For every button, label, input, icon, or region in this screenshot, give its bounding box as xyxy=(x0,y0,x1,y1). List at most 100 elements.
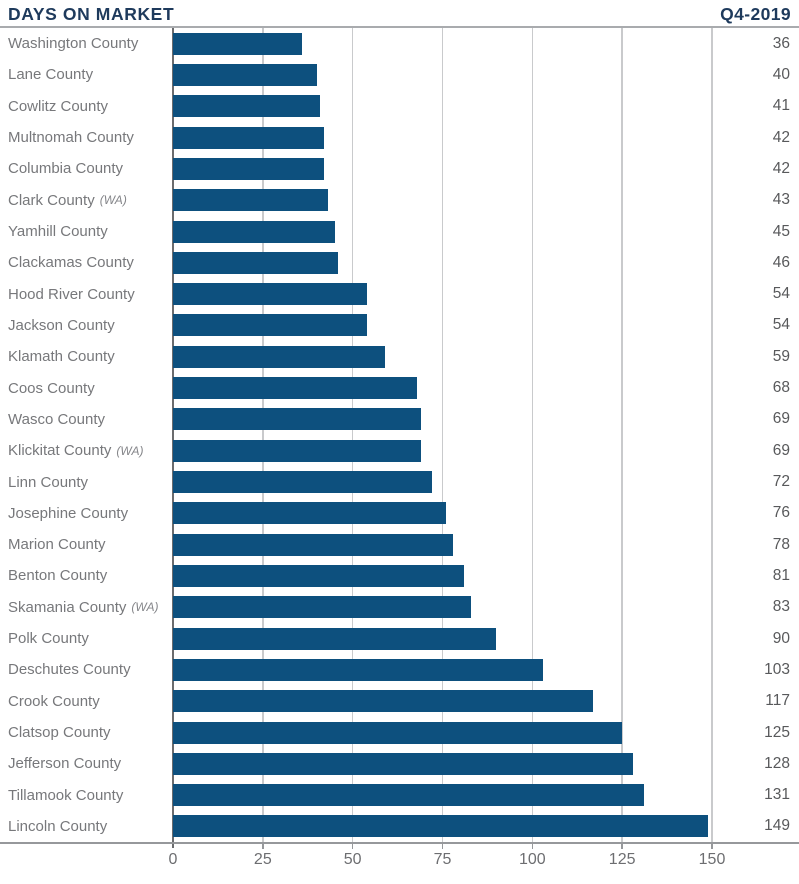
x-axis-tick-label: 50 xyxy=(343,851,362,868)
county-name: Jefferson County xyxy=(8,755,122,773)
bar xyxy=(173,439,421,462)
value-label: 81 xyxy=(772,566,790,584)
bar xyxy=(173,784,644,807)
value-label: 69 xyxy=(772,441,790,459)
bar-row: Coos County 68 xyxy=(0,372,799,403)
county-name: Multnomah County xyxy=(8,129,134,147)
header-divider xyxy=(0,26,799,28)
bar xyxy=(173,63,317,86)
bar-row: Multnomah County 42 xyxy=(0,122,799,153)
county-name: Deschutes County xyxy=(8,661,131,679)
bar xyxy=(173,220,335,243)
bar xyxy=(173,126,324,149)
bar-row: Jefferson County 128 xyxy=(0,748,799,779)
county-label: Skamania County (WA) xyxy=(8,592,159,623)
bar-row: Lincoln County 149 xyxy=(0,811,799,842)
county-label: Yamhill County xyxy=(8,216,108,247)
county-label: Wasco County xyxy=(8,404,105,435)
county-label: Columbia County xyxy=(8,153,123,184)
gridline xyxy=(351,28,354,842)
bar xyxy=(173,533,454,556)
x-axis-line xyxy=(0,842,799,844)
bar xyxy=(173,471,432,494)
value-label: 45 xyxy=(772,222,790,240)
county-name: Washington County xyxy=(8,35,139,53)
bar-row: Clatsop County 125 xyxy=(0,717,799,748)
bar-row: Clackamas County 46 xyxy=(0,247,799,278)
county-label: Lincoln County xyxy=(8,811,107,842)
value-label: 46 xyxy=(772,253,790,271)
county-name: Josephine County xyxy=(8,504,129,522)
x-axis-tick xyxy=(262,842,264,849)
county-label: Josephine County xyxy=(8,498,128,529)
bar-row: Benton County 81 xyxy=(0,560,799,591)
bar-row: Crook County 117 xyxy=(0,686,799,717)
value-label: 131 xyxy=(764,786,790,804)
county-label: Klickitat County (WA) xyxy=(8,435,143,466)
bar-row: Marion County 78 xyxy=(0,529,799,560)
county-name: Linn County xyxy=(8,473,89,491)
value-label: 149 xyxy=(764,817,790,835)
county-label: Multnomah County xyxy=(8,122,134,153)
bar xyxy=(173,32,303,55)
county-name: Coos County xyxy=(8,379,95,397)
value-label: 54 xyxy=(772,316,790,334)
county-name: Klamath County xyxy=(8,348,115,366)
bar-row: Wasco County 69 xyxy=(0,404,799,435)
value-label: 78 xyxy=(772,535,790,553)
bar-row: Columbia County 42 xyxy=(0,153,799,184)
bar xyxy=(173,377,418,400)
bar-row: Deschutes County 103 xyxy=(0,654,799,685)
bar xyxy=(173,157,324,180)
county-name: Benton County xyxy=(8,567,108,585)
x-axis-tick xyxy=(531,842,534,849)
county-name: Columbia County xyxy=(8,160,124,178)
county-name: Marion County xyxy=(8,536,106,554)
bar xyxy=(173,627,497,650)
x-axis-tick xyxy=(351,842,354,849)
county-label: Crook County xyxy=(8,686,100,717)
bar-row: Klickitat County (WA) 69 xyxy=(0,435,799,466)
bar-row: Polk County 90 xyxy=(0,623,799,654)
county-name: Klickitat County xyxy=(8,442,112,460)
county-name: Yamhill County xyxy=(8,223,108,241)
bar xyxy=(173,283,368,306)
county-label: Linn County xyxy=(8,466,88,497)
bar xyxy=(173,658,544,681)
county-label: Coos County xyxy=(8,372,95,403)
county-label: Tillamook County xyxy=(8,780,123,811)
bar-row: Lane County 40 xyxy=(0,59,799,90)
gridline xyxy=(711,28,713,842)
county-label: Cowlitz County xyxy=(8,91,108,122)
bar xyxy=(173,314,368,337)
bar-row: Cowlitz County 41 xyxy=(0,91,799,122)
bar xyxy=(173,564,465,587)
county-name: Cowlitz County xyxy=(8,97,109,115)
bar xyxy=(173,251,339,274)
gridline xyxy=(441,28,444,842)
bar xyxy=(173,345,385,368)
county-name: Jackson County xyxy=(8,316,115,334)
county-name: Hood River County xyxy=(8,285,135,303)
bar-row: Hood River County 54 xyxy=(0,279,799,310)
state-suffix: (WA) xyxy=(131,600,159,615)
bar-row: Jackson County 54 xyxy=(0,310,799,341)
value-label: 117 xyxy=(765,692,790,710)
bar-row: Josephine County 76 xyxy=(0,498,799,529)
x-axis-tick xyxy=(711,842,713,849)
bar xyxy=(173,690,594,713)
x-axis-tick-label: 0 xyxy=(168,851,178,868)
x-axis-tick-label: 75 xyxy=(433,851,452,868)
county-name: Tillamook County xyxy=(8,786,124,804)
state-suffix: (WA) xyxy=(99,193,127,208)
county-label: Klamath County xyxy=(8,341,115,372)
county-label: Jefferson County xyxy=(8,748,121,779)
bar xyxy=(173,721,623,744)
y-axis-line xyxy=(172,28,174,848)
county-label: Marion County xyxy=(8,529,106,560)
county-name: Clark County xyxy=(8,191,95,209)
x-axis-tick-label: 25 xyxy=(253,851,272,868)
county-name: Clatsop County xyxy=(8,724,111,742)
value-label: 42 xyxy=(772,159,790,177)
